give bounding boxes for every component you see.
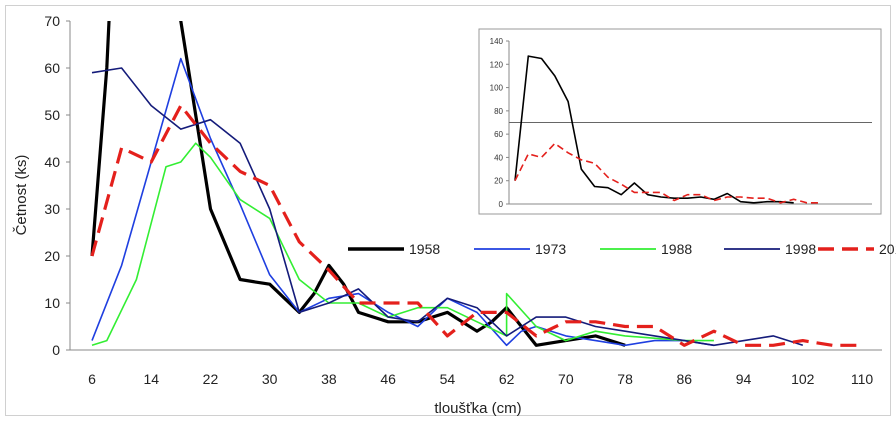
inset-y-tick-label: 140 — [490, 37, 504, 46]
x-tick-label: 54 — [440, 371, 456, 387]
y-tick-label: 40 — [44, 154, 60, 170]
x-tick-label: 30 — [262, 371, 278, 387]
x-axis-title: tloušťka (cm) — [434, 400, 521, 417]
series-line-2013 — [90, 103, 862, 347]
x-tick-label: 70 — [558, 371, 574, 387]
x-tick-label: 86 — [677, 371, 693, 387]
y-tick-label: 20 — [44, 248, 60, 264]
inset-y-tick-label: 120 — [490, 60, 504, 69]
legend-label-1958: 1958 — [409, 241, 440, 257]
x-tick-label: 6 — [88, 371, 96, 387]
inset-chart: 0 20 40 60 80 100 120 140 — [478, 28, 882, 215]
series-group — [90, 21, 862, 347]
legend-label-1973: 1973 — [535, 241, 566, 257]
inset-y-tick-label: 60 — [494, 130, 503, 139]
inset-y-tick-label: 100 — [490, 84, 504, 93]
y-tick-label: 70 — [44, 13, 60, 29]
x-tick-label: 46 — [380, 371, 396, 387]
y-axis-title: Četnost (ks) — [13, 155, 30, 236]
legend: 1958 1973 1988 1998 2013 — [348, 241, 896, 257]
x-tick-label: 38 — [321, 371, 337, 387]
x-tick-label: 14 — [143, 371, 159, 387]
chart-border — [5, 5, 891, 416]
inset-y-tick-label: 20 — [494, 177, 503, 186]
series-line-1973 — [91, 57, 715, 347]
inset-frame — [478, 28, 882, 215]
y-tick-label: 30 — [44, 201, 60, 217]
series-line-1998 — [91, 67, 804, 347]
legend-label-1988: 1988 — [661, 241, 692, 257]
x-tick-label: 94 — [736, 371, 752, 387]
inset-y-tick-label: 80 — [494, 107, 503, 116]
inset-series-line-0 — [514, 55, 794, 204]
x-tick-label: 110 — [851, 371, 874, 387]
y-tick-label: 0 — [52, 342, 60, 358]
inset-series-line-1 — [514, 142, 821, 204]
x-tick-label: 62 — [499, 371, 515, 387]
y-tick-label: 50 — [44, 107, 60, 123]
x-tick-label: 78 — [617, 371, 633, 387]
inset-y-tick-label: 0 — [499, 200, 504, 209]
series-line-1988 — [91, 142, 714, 347]
legend-label-1998: 1998 — [785, 241, 816, 257]
y-tick-label: 10 — [44, 295, 60, 311]
inset-y-tick-label: 40 — [494, 153, 503, 162]
x-tick-label: 102 — [791, 371, 815, 387]
legend-label-2013: 2013 — [879, 241, 896, 257]
x-tick-label: 22 — [203, 371, 219, 387]
y-tick-label: 60 — [44, 60, 60, 76]
